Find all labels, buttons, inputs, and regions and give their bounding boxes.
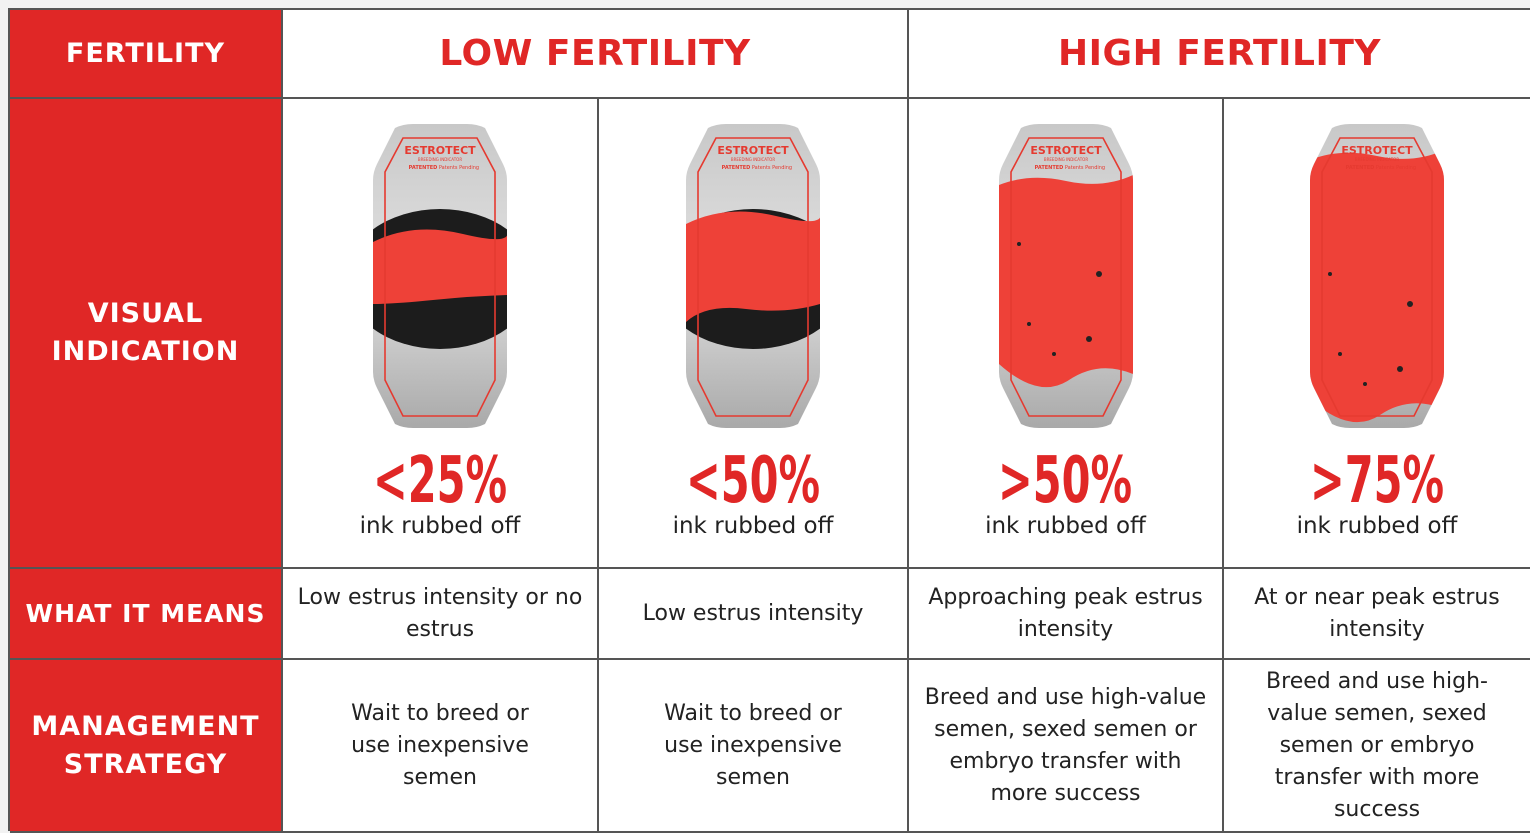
- row-label: WHAT IT MEANS: [10, 569, 283, 660]
- group-header: HIGH FERTILITY: [909, 10, 1530, 99]
- brand: ESTROTECT: [717, 144, 789, 157]
- ink: [686, 209, 820, 349]
- ink-amount: >75%: [1310, 450, 1444, 512]
- ink: [999, 175, 1133, 387]
- speck: [1397, 366, 1403, 372]
- patented: PATENTED: [409, 165, 438, 171]
- speck: [1017, 242, 1021, 246]
- ink-amount: >50%: [999, 450, 1133, 512]
- brand-sub: BREEDING INDICATOR: [1355, 157, 1399, 162]
- rubbed-ink: [373, 230, 507, 305]
- ink: [1310, 150, 1444, 422]
- row-label: MANAGEMENT STRATEGY: [10, 660, 283, 833]
- ink-amount: <50%: [686, 450, 820, 512]
- fertility-table: FERTILITY LOW FERTILITY HIGH FERTILITY V…: [8, 8, 1530, 831]
- brand-sub: BREEDING INDICATOR: [731, 157, 775, 162]
- meaning: Low estrus intensity: [599, 569, 909, 660]
- rubbed-ink: [686, 212, 820, 323]
- strategy: Breed and use high-value semen, sexed se…: [1224, 660, 1530, 833]
- patented: PATENTED: [1346, 165, 1375, 171]
- group-header: LOW FERTILITY: [283, 10, 909, 99]
- patented: PATENTED: [1034, 165, 1063, 171]
- speck: [1407, 301, 1413, 307]
- brand: ESTROTECT: [1030, 144, 1102, 157]
- meaning: At or near peak estrus intensity: [1224, 569, 1530, 660]
- speck: [1328, 272, 1332, 276]
- speck: [1086, 336, 1092, 342]
- patented: PATENTED: [722, 165, 751, 171]
- meaning: Approaching peak estrus intensity: [909, 569, 1224, 660]
- brand-sub: BREEDING INDICATOR: [1043, 157, 1087, 162]
- brand: ESTROTECT: [404, 144, 476, 157]
- ink-amount: <25%: [373, 450, 507, 512]
- speck: [1052, 352, 1056, 356]
- brand: ESTROTECT: [1341, 144, 1413, 157]
- speck: [1338, 352, 1342, 356]
- strategy: Wait to breed or use inexpensive semen: [599, 660, 909, 833]
- header-label: FERTILITY: [10, 10, 283, 99]
- meaning: Low estrus intensity or no estrus: [283, 569, 599, 660]
- pending: Patents Pending: [1064, 165, 1104, 171]
- strategy: Wait to breed or use inexpensive semen: [283, 660, 599, 833]
- speck: [1027, 322, 1031, 326]
- pending: Patents Pending: [439, 165, 479, 171]
- strategy: Breed and use high-value semen, sexed se…: [909, 660, 1224, 833]
- speck: [1363, 382, 1367, 386]
- rubbed-ink: [1310, 150, 1444, 422]
- ink: [373, 209, 507, 349]
- pending: Patents Pending: [752, 165, 792, 171]
- rubbed-ink: [999, 175, 1133, 387]
- page: FERTILITY LOW FERTILITY HIGH FERTILITY V…: [0, 0, 1530, 831]
- pending: Patents Pending: [1376, 165, 1416, 171]
- row-label: VISUAL INDICATION: [10, 99, 283, 569]
- speck: [1096, 271, 1102, 277]
- brand-sub: BREEDING INDICATOR: [418, 157, 462, 162]
